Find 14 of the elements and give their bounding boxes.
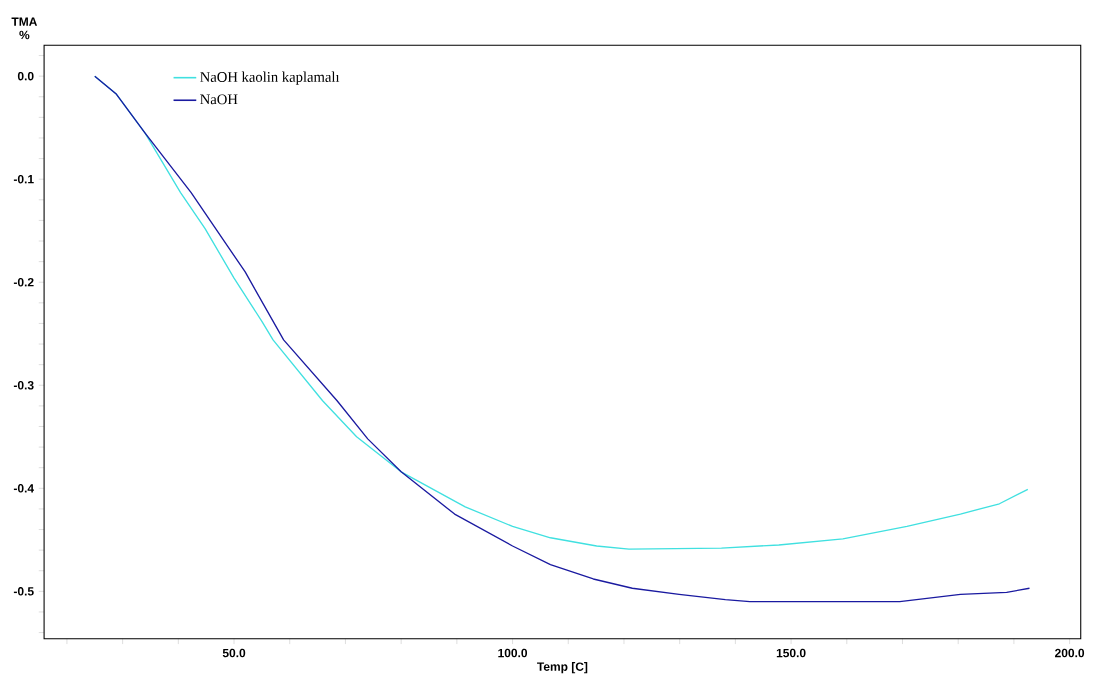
legend-label: NaOH bbox=[200, 94, 238, 105]
y-tick-label: -0.4 bbox=[13, 484, 34, 493]
y-tick-label: -0.3 bbox=[13, 381, 34, 390]
x-axis-title: Temp [C] bbox=[537, 662, 588, 674]
x-tick-label: 50.0 bbox=[222, 648, 246, 658]
x-tick-label: 200.0 bbox=[1055, 648, 1085, 658]
y-axis-title: TMA % bbox=[11, 17, 38, 40]
legend-label: NaOH kaolin kaplamalı bbox=[200, 71, 340, 86]
x-tick-label: 150.0 bbox=[776, 648, 806, 658]
x-tick-label: 100.0 bbox=[498, 648, 528, 658]
y-tick-label: -0.2 bbox=[13, 278, 34, 287]
y-tick-label: -0.1 bbox=[13, 175, 34, 184]
y-tick-label: -0.5 bbox=[13, 587, 34, 596]
y-tick-label: 0.0 bbox=[17, 72, 34, 81]
